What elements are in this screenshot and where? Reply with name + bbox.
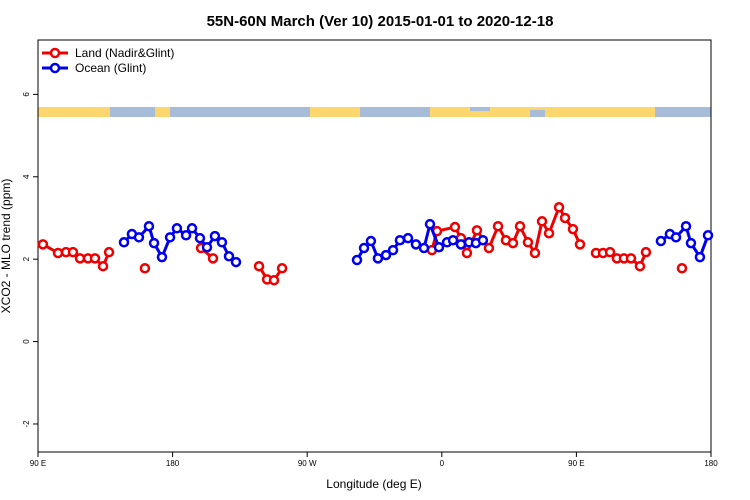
data-point bbox=[156, 251, 168, 263]
x-tick-label: 90 W bbox=[298, 459, 317, 468]
y-tick-label: 4 bbox=[22, 174, 31, 179]
data-point bbox=[207, 253, 219, 264]
x-tick-label: 90 E bbox=[30, 459, 46, 468]
data-point bbox=[37, 239, 49, 250]
y-tick-label: 6 bbox=[22, 92, 31, 97]
x-tick-label: 90 E bbox=[568, 459, 584, 468]
data-point bbox=[670, 232, 682, 243]
data-point bbox=[180, 230, 192, 241]
data-point bbox=[685, 237, 697, 249]
data-point bbox=[447, 234, 459, 246]
data-point bbox=[559, 212, 571, 224]
data-point bbox=[268, 274, 280, 286]
data-point bbox=[567, 223, 579, 235]
data-point bbox=[507, 237, 519, 249]
legend-label: Ocean (Glint) bbox=[75, 61, 146, 75]
data-point bbox=[574, 239, 586, 250]
data-point bbox=[358, 242, 370, 254]
data-point bbox=[461, 247, 473, 259]
data-point bbox=[676, 262, 688, 274]
data-point bbox=[394, 234, 406, 246]
data-point bbox=[680, 220, 692, 232]
y-tick-label: 0 bbox=[22, 339, 31, 344]
data-point bbox=[209, 230, 221, 242]
x-axis-label: Longitude (deg E) bbox=[326, 477, 421, 491]
data-point bbox=[424, 218, 436, 230]
data-point bbox=[410, 239, 422, 250]
data-point bbox=[253, 260, 265, 272]
data-point bbox=[103, 246, 115, 258]
y-axis-label: XCO2 - MLO trend (ppm) bbox=[0, 179, 13, 314]
data-point bbox=[118, 237, 130, 248]
data-point bbox=[387, 244, 399, 256]
data-point bbox=[186, 223, 198, 234]
data-point bbox=[164, 232, 176, 243]
data-point bbox=[201, 241, 213, 253]
data-point bbox=[171, 223, 183, 234]
y-tick-label: -2 bbox=[22, 420, 31, 428]
data-point bbox=[514, 220, 526, 232]
data-point bbox=[553, 202, 565, 213]
data-point bbox=[433, 241, 445, 253]
x-tick-label: 180 bbox=[166, 459, 180, 468]
data-point bbox=[89, 253, 101, 264]
data-point bbox=[471, 225, 483, 236]
data-point bbox=[97, 260, 109, 272]
data-point bbox=[702, 230, 714, 241]
data-point bbox=[529, 247, 541, 259]
data-point bbox=[223, 251, 235, 262]
data-point bbox=[230, 256, 242, 268]
data-point bbox=[143, 220, 155, 232]
data-point bbox=[380, 249, 392, 261]
data-point bbox=[449, 221, 461, 233]
x-tick-label: 180 bbox=[704, 459, 718, 468]
data-point bbox=[67, 246, 79, 258]
data-point bbox=[365, 235, 377, 247]
data-point bbox=[133, 232, 145, 243]
data-point bbox=[694, 251, 706, 263]
data-point bbox=[655, 235, 667, 247]
data-point bbox=[536, 216, 548, 227]
land-map-strip bbox=[38, 107, 711, 117]
legend-marker bbox=[49, 62, 61, 74]
data-point bbox=[640, 246, 652, 258]
data-point bbox=[139, 262, 151, 274]
data-point bbox=[543, 227, 555, 239]
data-point bbox=[483, 242, 495, 254]
legend-marker bbox=[49, 47, 61, 59]
data-point bbox=[148, 237, 160, 249]
data-point bbox=[351, 254, 363, 266]
legend-label: Land (Nadir&Glint) bbox=[75, 46, 174, 60]
data-point bbox=[625, 253, 637, 264]
chart-title: 55N-60N March (Ver 10) 2015-01-01 to 202… bbox=[207, 13, 554, 30]
data-point bbox=[372, 253, 384, 264]
data-point bbox=[402, 232, 414, 244]
x-tick-label: 0 bbox=[440, 459, 445, 468]
data-point bbox=[276, 262, 288, 274]
data-point bbox=[216, 237, 228, 248]
data-point bbox=[604, 246, 616, 258]
y-tick-label: 2 bbox=[22, 256, 31, 261]
data-point bbox=[194, 232, 206, 244]
data-point bbox=[418, 242, 430, 254]
data-point bbox=[634, 260, 646, 272]
data-point bbox=[477, 234, 489, 246]
data-point bbox=[455, 239, 467, 250]
data-point bbox=[492, 220, 504, 232]
data-point bbox=[522, 237, 534, 248]
